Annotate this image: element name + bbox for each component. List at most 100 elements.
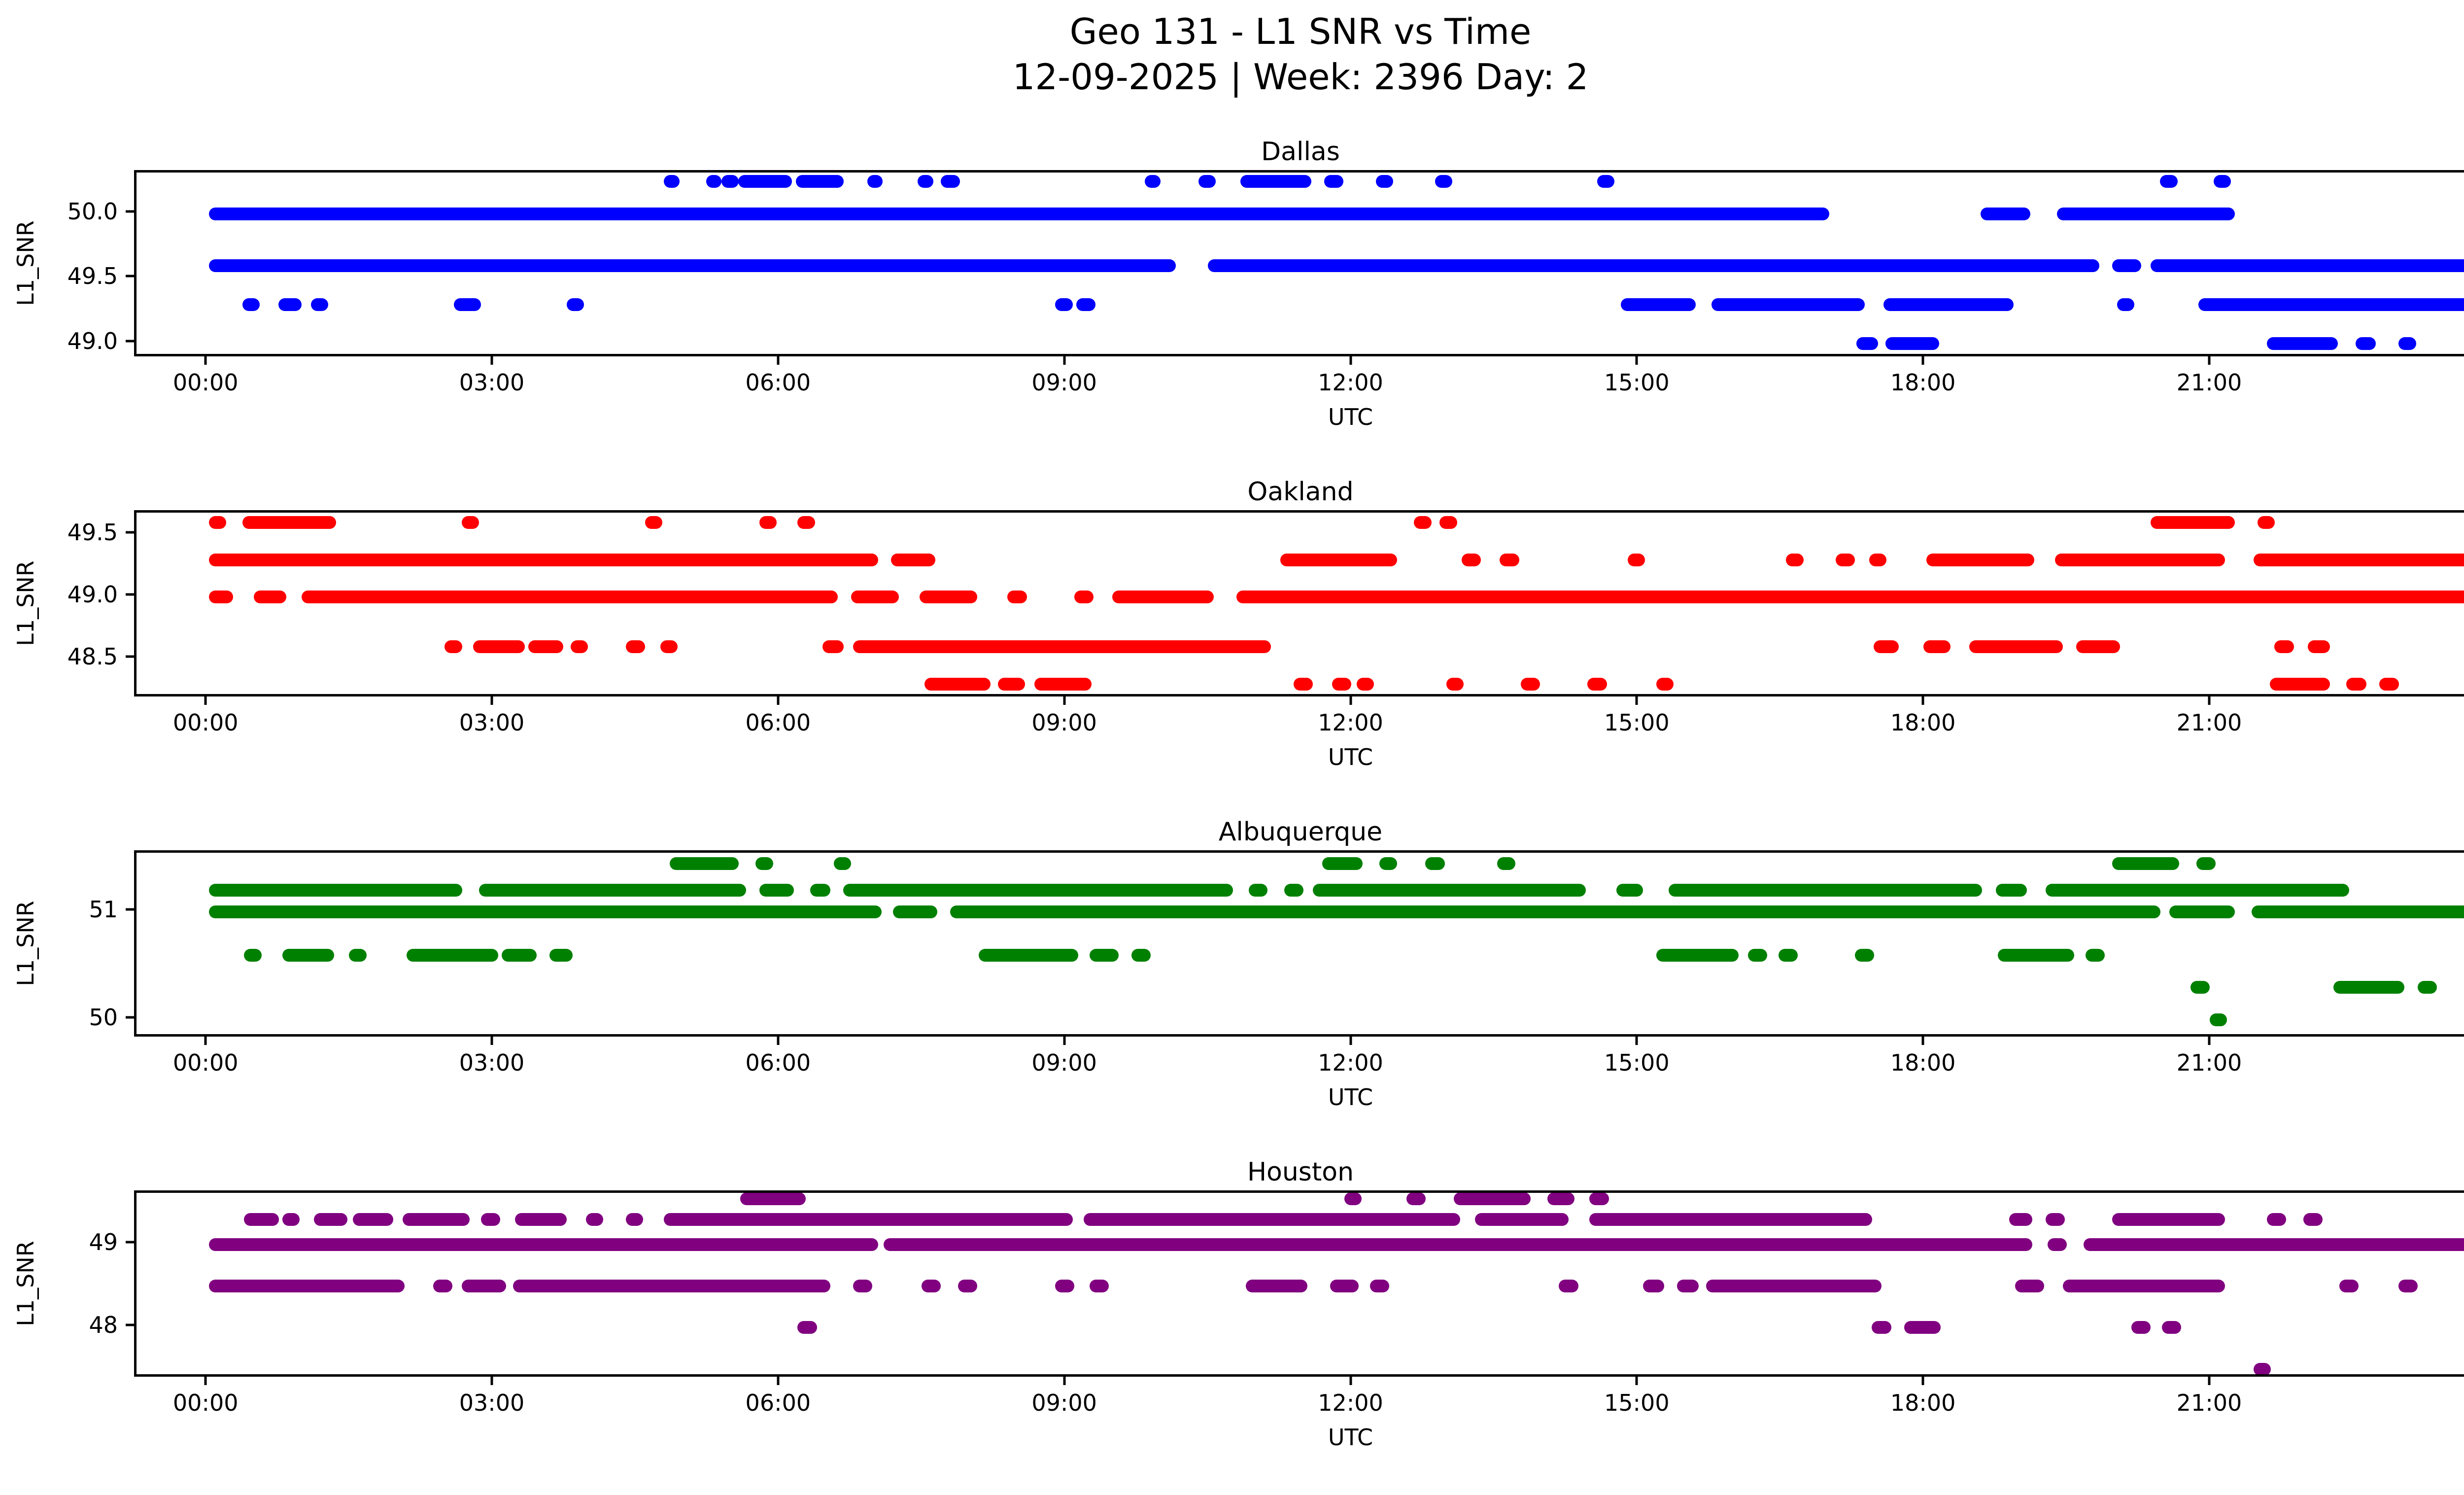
scatter-points (1439, 516, 1457, 529)
scatter-points (353, 1213, 394, 1226)
scatter-points (1904, 1321, 1941, 1334)
scatter-points (1236, 591, 2464, 604)
x-tick-label: 00:00 (172, 369, 239, 396)
scatter-points (1500, 553, 1519, 566)
scatter-points (1435, 175, 1453, 188)
scatter-points (2045, 1213, 2065, 1226)
scatter-points (1669, 884, 1982, 897)
scatter-points (1324, 175, 1344, 188)
x-tick-label: 00:00 (2422, 1049, 2464, 1076)
x-tick-mark (777, 1037, 780, 1045)
scatter-points (2062, 1280, 2225, 1292)
scatter-points (549, 948, 573, 962)
x-tick-mark (777, 356, 780, 365)
scatter-points (1589, 1213, 1873, 1226)
x-tick-mark (2208, 696, 2211, 705)
x-tick-mark (2208, 1377, 2211, 1385)
x-tick-label: 21:00 (2176, 709, 2242, 736)
scatter-points (242, 516, 336, 529)
x-tick-mark (2208, 1037, 2211, 1045)
x-tick-label: 21:00 (2176, 1390, 2242, 1416)
scatter-points (1344, 1193, 1362, 1205)
scatter-points (1547, 1193, 1574, 1205)
x-tick-mark (777, 696, 780, 705)
scatter-points (833, 857, 852, 870)
scatter-points (920, 591, 977, 604)
x-tick-label: 06:00 (745, 1390, 811, 1416)
scatter-points (445, 640, 462, 654)
scatter-points (1370, 1280, 1390, 1292)
scatter-points (2257, 516, 2275, 529)
scatter-points (997, 677, 1025, 691)
scatter-points (1627, 553, 1645, 566)
y-tick-mark (126, 1016, 134, 1019)
scatter-points (1559, 1280, 1578, 1292)
y-tick-label: 49.0 (67, 581, 118, 608)
x-tick-label: 12:00 (1318, 369, 1383, 396)
scatter-points (1055, 1280, 1075, 1292)
scatter-points (2086, 948, 2105, 962)
scatter-points (625, 640, 646, 654)
scatter-points (958, 1280, 977, 1292)
scatter-points (566, 298, 584, 311)
scatter-points (208, 884, 462, 897)
scatter-points (2045, 884, 2350, 897)
scatter-points (1198, 175, 1216, 188)
x-tick-mark (1349, 1037, 1352, 1045)
scatter-points (502, 948, 537, 962)
x-tick-label: 18:00 (1890, 1049, 1956, 1076)
scatter-points (454, 298, 481, 311)
scatter-points (1996, 884, 2027, 897)
scatter-points (1711, 298, 1865, 311)
scatter-points (2112, 857, 2180, 870)
x-tick-mark (1349, 696, 1352, 705)
scatter-points (253, 591, 287, 604)
scatter-points (2398, 337, 2416, 350)
x-tick-label: 12:00 (1318, 1049, 1383, 1076)
x-tick-label: 09:00 (1031, 369, 1097, 396)
scatter-points (979, 948, 1079, 962)
scatter-points (2346, 677, 2366, 691)
scatter-points (1375, 175, 1394, 188)
subplot-title-albuquerque: Albuquerque (1218, 817, 1383, 847)
x-tick-label: 03:00 (459, 709, 525, 736)
x-tick-label: 06:00 (745, 1049, 811, 1076)
x-tick-label: 12:00 (1318, 1390, 1383, 1416)
scatter-points (810, 884, 830, 897)
y-tick-mark (126, 210, 134, 213)
scatter-points (208, 1280, 405, 1292)
scatter-points (891, 553, 935, 566)
scatter-points (853, 1280, 873, 1292)
scatter-points (2379, 677, 2399, 691)
scatter-points (208, 553, 878, 566)
scatter-layer-oakland (137, 513, 2464, 694)
scatter-points (301, 591, 838, 604)
scatter-points (2084, 1238, 2464, 1251)
x-tick-label: 00:00 (2422, 709, 2464, 736)
scatter-points (2266, 337, 2338, 350)
scatter-points (282, 948, 335, 962)
x-tick-label: 03:00 (459, 1049, 525, 1076)
scatter-points (664, 175, 680, 188)
scatter-points (2274, 640, 2294, 654)
subplot-title-dallas: Dallas (1261, 137, 1340, 167)
x-tick-label: 00:00 (2422, 369, 2464, 396)
x-tick-mark (204, 1377, 207, 1385)
x-axis-label-houston: UTC (1328, 1424, 1373, 1451)
scatter-points (461, 1280, 506, 1292)
scatter-points (208, 208, 1829, 220)
scatter-points (1089, 948, 1119, 962)
scatter-points (433, 1280, 453, 1292)
y-axis-label-oakland: L1_SNR (12, 560, 39, 646)
y-axis-label-dallas: L1_SNR (12, 220, 39, 306)
x-tick-label: 18:00 (1890, 709, 1956, 736)
scatter-points (1007, 591, 1027, 604)
scatter-points (1706, 1280, 1882, 1292)
y-tick-label: 49.5 (67, 519, 118, 546)
y-tick-label: 49 (89, 1228, 118, 1255)
scatter-points (2055, 553, 2225, 566)
scatter-points (669, 857, 739, 870)
x-tick-label: 18:00 (1890, 369, 1956, 396)
scatter-points (2308, 640, 2330, 654)
scatter-points (2198, 298, 2464, 311)
